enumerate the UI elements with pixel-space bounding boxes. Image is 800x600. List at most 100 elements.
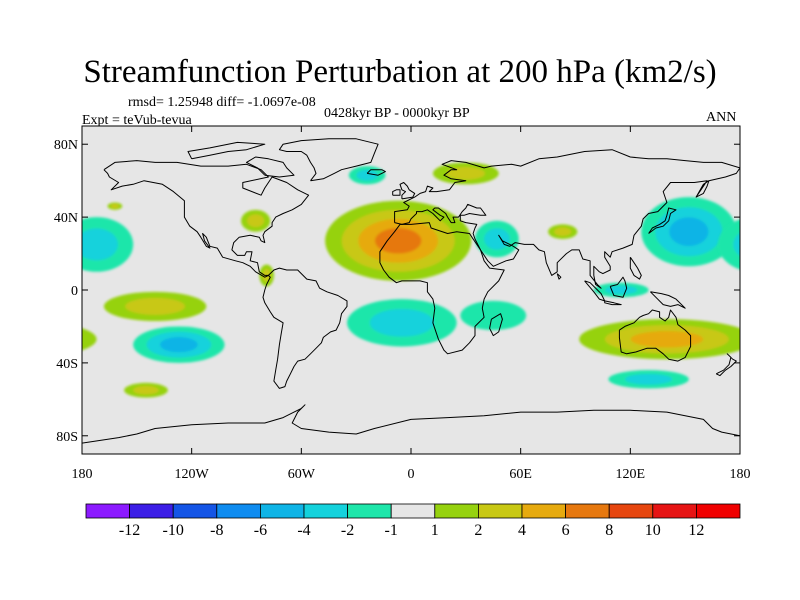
anomaly-indian-high: [548, 224, 578, 239]
coastline-eurasia: [394, 149, 740, 289]
lon-tick-label: 60E: [509, 467, 532, 482]
colorbar-label: 10: [645, 522, 661, 539]
lat-tick-label: 80N: [54, 138, 78, 153]
coastline-japan: [648, 207, 677, 234]
colorbar-swatch: [259, 503, 305, 519]
coastline-ireland: [392, 189, 401, 196]
colorbar-swatch: [521, 503, 566, 519]
anomaly-north-pacific-high-2: [107, 202, 123, 210]
lat-tick-label: 40N: [54, 211, 78, 226]
longitude-axis: 180 120W 60W 0 60E 120E 180: [72, 126, 751, 482]
coastline-britain: [399, 182, 416, 200]
colorbar-swatch: [172, 503, 218, 519]
colorbar-swatch: [477, 503, 523, 519]
anomaly-field: [0, 162, 740, 398]
lon-tick-label: 0: [408, 467, 415, 482]
coastline-java: [604, 300, 622, 306]
colorbar-label: -6: [254, 522, 267, 539]
contour-fill: [82, 328, 97, 351]
contour-fill: [82, 228, 118, 261]
contour-fill: [554, 227, 572, 236]
contour-fill: [625, 373, 673, 385]
lon-tick-label: 60W: [288, 467, 316, 482]
contour-fill: [733, 232, 740, 257]
colorbar-swatch: [347, 503, 392, 519]
coastline-antarctica: [82, 404, 740, 444]
stats-line: rmsd= 1.25948 diff= -1.0697e-08: [128, 95, 316, 110]
colorbar-swatch: [85, 503, 130, 519]
lon-tick-label: 180: [72, 467, 93, 482]
coastline-sakhalin-kamchatka: [695, 180, 710, 198]
contour-fill: [247, 214, 265, 228]
anomaly-middle-east-low: [474, 220, 519, 258]
coastline-greenland: [278, 138, 379, 182]
lat-tick-label: 40S: [56, 357, 78, 372]
anomaly-south-pacific-high-2: [124, 382, 168, 398]
coastline-arctic-islands: [187, 141, 266, 160]
lon-tick-label: 120W: [175, 467, 210, 482]
contour-fill: [125, 297, 185, 315]
coastline-north-america: [103, 160, 310, 278]
colorbar-swatch: [608, 503, 654, 519]
colorbar-label: 1: [431, 522, 439, 539]
coastline-sri-lanka: [556, 273, 562, 280]
colorbar-label: 6: [562, 522, 570, 539]
colorbar-label: -12: [119, 522, 140, 539]
contour-fill: [0, 331, 45, 348]
colorbar-label: -10: [163, 522, 184, 539]
contour-fill: [630, 330, 704, 348]
contour-fill: [374, 228, 422, 254]
anomaly-south-atlantic-low: [347, 299, 457, 347]
colorbar-label: 8: [605, 522, 613, 539]
colorbar-swatch: [390, 503, 436, 519]
colorbar-label: 12: [688, 522, 704, 539]
contour-fill: [446, 167, 486, 180]
colorbar-label: 4: [518, 522, 526, 539]
experiment-label: Expt = teVub-tevua: [82, 113, 192, 128]
anomaly-indian-ocean-low: [460, 300, 527, 331]
coastline-new-zealand: [715, 353, 737, 377]
colorbar-label: 2: [474, 522, 482, 539]
coastline-madagascar: [489, 313, 503, 337]
coastline-south-america: [262, 267, 348, 389]
anomaly-southern-ocean-low: [608, 370, 689, 389]
coastline-borneo: [609, 276, 628, 298]
coastline-baffin: [246, 156, 295, 178]
colorbar-swatch: [129, 503, 174, 519]
coastlines: [82, 138, 740, 444]
lat-tick-label: 80S: [56, 430, 78, 445]
anomaly-north-pacific-low: [641, 197, 737, 267]
colorbar-label: -2: [341, 522, 354, 539]
contour-fill: [718, 219, 740, 270]
contour-fill: [369, 308, 434, 337]
anomaly-australia-high: [0, 319, 740, 360]
contour-fill: [160, 337, 198, 353]
contour-fill: [669, 217, 709, 246]
lat-tick-label: 0: [71, 284, 78, 299]
anomaly-south-pacific-low: [133, 326, 225, 363]
colorbar-label: -1: [385, 522, 398, 539]
coastline-australia: [618, 309, 692, 362]
contour-fill: [484, 228, 510, 250]
coastline-philippines: [629, 256, 642, 280]
anomaly-north-atlantic-high: [241, 209, 271, 232]
colorbar-swatch: [696, 503, 741, 519]
contour-fill: [356, 169, 378, 181]
colorbar-swatch: [434, 503, 479, 519]
coastline-new-guinea: [650, 291, 686, 309]
anomaly-atlantic-north-low: [348, 166, 386, 185]
colorbar-label: -8: [210, 522, 223, 539]
period-label: 0428kyr BP - 0000kyr BP: [324, 106, 470, 121]
lon-tick-label: 120E: [616, 467, 646, 482]
contour-fill: [133, 385, 159, 395]
contour-fill: [460, 300, 527, 331]
colorbar-swatch: [652, 503, 697, 519]
contour-fill: [605, 285, 638, 295]
colorbar-label: -4: [297, 522, 310, 539]
page-title: Streamfunction Perturbation at 200 hPa (…: [83, 54, 717, 90]
colorbar-swatch: [216, 503, 261, 519]
anomaly-equatorial-indian-low: [593, 282, 649, 298]
contour-fill: [0, 325, 71, 353]
coastline-africa: [379, 222, 505, 355]
